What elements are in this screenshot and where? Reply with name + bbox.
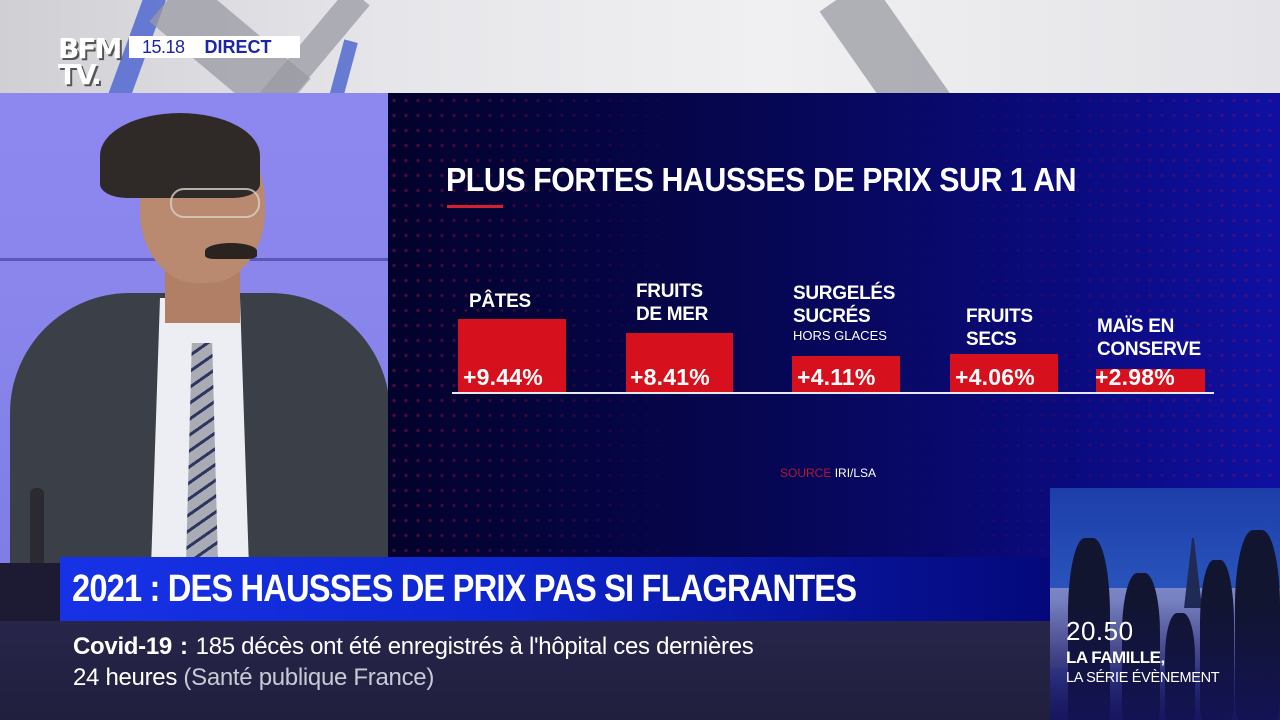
source-key: SOURCE bbox=[780, 466, 832, 480]
channel-logo: BFM TV. bbox=[58, 32, 126, 91]
program-promo: 20.50 LA FAMILLE, LA SÉRIE ÉVÈNEMENT bbox=[1050, 488, 1280, 720]
chart-source: SOURCE IRI/LSA bbox=[780, 466, 876, 480]
chart-title: PLUS FORTES HAUSSES DE PRIX SUR 1 AN bbox=[446, 161, 1077, 198]
logo-line: TV. bbox=[58, 58, 102, 91]
category-label: PÂTES bbox=[469, 290, 531, 313]
category-label: SURGELÉS SUCRÉS HORS GLACES bbox=[793, 282, 895, 343]
promo-shade bbox=[1050, 600, 1280, 720]
category-line: SECS bbox=[966, 329, 1017, 350]
logo-line: BFM bbox=[58, 32, 122, 65]
live-clock-box: 15.18 DIRECT bbox=[129, 36, 300, 58]
live-badge: DIRECT bbox=[204, 36, 272, 57]
promo-subtitle: LA SÉRIE ÉVÈNEMENT bbox=[1066, 670, 1220, 686]
promo-time: 20.50 bbox=[1066, 616, 1134, 646]
eiffel-tower-icon bbox=[1184, 538, 1202, 608]
category-line: DE MER bbox=[636, 304, 709, 325]
ticker-text: 185 décès ont été enregistrés à l'hôpita… bbox=[195, 633, 754, 660]
ticker-topic: Covid-19 bbox=[73, 633, 172, 660]
bar-value-label: +4.11% bbox=[797, 364, 876, 390]
ticker-line-2: 24 heures (Santé publique France) bbox=[73, 664, 434, 692]
chart-baseline bbox=[452, 392, 1214, 394]
category-line: SURGELÉS bbox=[793, 283, 896, 304]
presenter-mustache bbox=[205, 243, 257, 259]
presenter-glasses bbox=[170, 188, 260, 218]
category-line: CONSERVE bbox=[1097, 339, 1201, 360]
microphone bbox=[30, 488, 44, 563]
category-label: FRUITS DE MER bbox=[636, 280, 708, 326]
clock-time: 15.18 bbox=[142, 36, 185, 57]
source-value: IRI/LSA bbox=[834, 466, 877, 480]
presenter-hair bbox=[100, 113, 260, 198]
decor-beam bbox=[819, 0, 961, 95]
category-line: FRUITS bbox=[966, 306, 1033, 327]
bar-fruits-de-mer bbox=[626, 333, 733, 392]
headline-banner: 2021 : DES HAUSSES DE PRIX PAS SI FLAGRA… bbox=[60, 557, 1050, 621]
category-label: MAÏS EN CONSERVE bbox=[1097, 315, 1201, 361]
bar-mais-en-conserve bbox=[1096, 369, 1205, 392]
ticker-source: (Santé publique France) bbox=[183, 664, 435, 691]
category-label: FRUITS SECS bbox=[966, 305, 1033, 351]
category-line: MAÏS EN bbox=[1097, 316, 1175, 337]
headline-text: 2021 : DES HAUSSES DE PRIX PAS SI FLAGRA… bbox=[72, 567, 857, 610]
category-sublabel: HORS GLACES bbox=[793, 328, 887, 343]
ticker-line-1: Covid-19:185 décès ont été enregistrés à… bbox=[73, 633, 754, 661]
title-underline bbox=[447, 205, 503, 208]
bar-surgeles-sucres bbox=[792, 356, 900, 392]
category-line: FRUITS bbox=[636, 281, 703, 302]
promo-title: LA FAMILLE, bbox=[1066, 648, 1165, 667]
category-line: PÂTES bbox=[469, 291, 531, 312]
studio-background-presenter bbox=[0, 93, 390, 563]
bar-pates bbox=[458, 319, 566, 392]
news-ticker: Covid-19:185 décès ont été enregistrés à… bbox=[0, 621, 1050, 720]
ticker-separator: : bbox=[179, 633, 188, 660]
bar-fruits-secs bbox=[950, 354, 1058, 392]
ticker-text: 24 heures bbox=[73, 664, 178, 691]
bar-value-label: +2.98% bbox=[1095, 364, 1175, 390]
category-line: SUCRÉS bbox=[793, 306, 871, 327]
chart-screen: PLUS FORTES HAUSSES DE PRIX SUR 1 AN PÂT… bbox=[388, 93, 1280, 557]
bar-value-label: +9.44% bbox=[463, 364, 543, 390]
bar-value-label: +8.41% bbox=[630, 364, 710, 390]
bar-value-label: +4.06% bbox=[955, 364, 1035, 390]
